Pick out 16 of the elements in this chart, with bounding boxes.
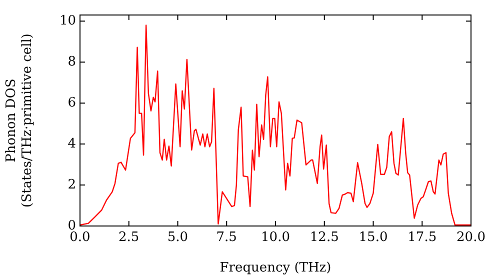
x-tick-label: 5.0 [167,230,188,246]
x-tick-label: 15.0 [358,230,388,246]
x-tick-label: 12.5 [310,230,339,246]
y-tick-label: 6 [68,95,76,110]
y-tick-label: 2 [68,177,76,192]
x-tick-label: 10.0 [261,230,290,246]
y-tick-label: 4 [68,136,76,152]
y-tick-label: 10 [59,14,76,29]
x-axis-title: Frequency (THz) [220,260,332,276]
x-tick-label: 17.5 [408,230,437,246]
x-tick-label: 20.0 [456,230,486,246]
x-tick-label: 2.5 [118,230,140,246]
x-tick-label: 0.0 [70,230,90,246]
y-axis-title: Phonon DOS (States/THz·primitive cell) [4,33,35,208]
x-tick-label: 7.5 [216,230,237,246]
y-tick-label: 8 [68,54,76,70]
